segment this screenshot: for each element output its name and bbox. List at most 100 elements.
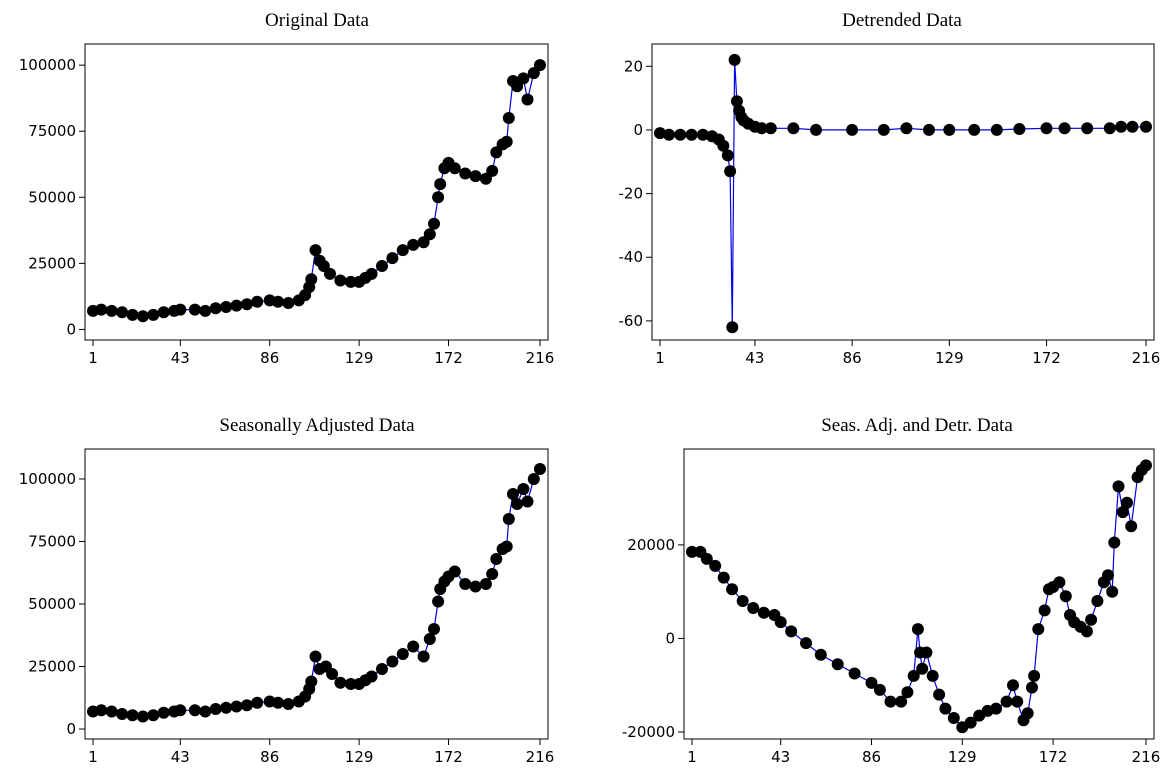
x-tick-label: 43: [745, 349, 764, 367]
data-point: [521, 93, 534, 106]
data-point: [757, 606, 770, 619]
data-point: [105, 304, 118, 317]
data-point: [1102, 569, 1114, 582]
data-point: [126, 308, 139, 321]
y-tick-label: 25000: [28, 658, 76, 676]
x-axis: 1 43 86 129 172 216: [88, 739, 554, 766]
data-point: [1140, 459, 1152, 472]
data-point: [728, 53, 741, 66]
x-tick-label: 86: [260, 349, 279, 367]
y-tick-label: 50000: [28, 595, 76, 613]
data-point: [785, 625, 798, 638]
data-point: [502, 112, 515, 124]
data-point: [873, 683, 886, 696]
data-point: [305, 675, 318, 688]
data-point: [469, 170, 482, 183]
plot-frame: [84, 448, 549, 740]
y-axis: -20000 0 20000: [622, 536, 684, 741]
data-point: [527, 473, 540, 485]
data-point: [188, 303, 201, 316]
x-tick-label: 1: [88, 349, 98, 367]
data-point: [136, 310, 149, 323]
data-point: [486, 568, 499, 580]
data-point: [251, 696, 264, 709]
y-tick-label: 100000: [19, 56, 76, 74]
data-point: [272, 696, 284, 709]
data-point: [964, 716, 977, 729]
data-point: [376, 260, 388, 272]
data-point: [230, 700, 243, 713]
data-point: [199, 304, 212, 317]
data-point: [726, 321, 739, 334]
data-point: [848, 667, 861, 680]
data-point: [448, 162, 461, 175]
data-point: [1108, 536, 1121, 549]
data-point: [386, 655, 399, 668]
y-axis: 0 25000 50000 75000 100000: [19, 470, 85, 738]
data-point: [831, 658, 844, 671]
data-point: [1103, 122, 1116, 135]
data-point: [199, 705, 212, 718]
data-point: [877, 123, 890, 136]
data-point: [1032, 623, 1045, 636]
data-points: [686, 459, 1152, 734]
data-point: [407, 640, 420, 653]
x-tick-label: 129: [345, 349, 374, 367]
data-point: [1040, 122, 1053, 135]
data-point: [428, 623, 440, 635]
data-points: [87, 59, 546, 323]
data-point: [1026, 681, 1038, 694]
data-point: [933, 688, 946, 701]
plot-frame: [84, 43, 549, 341]
data-point: [459, 167, 472, 180]
panel-original-data: Original Data 1 43 86 129 172 216 0 25000 50000…: [19, 10, 555, 367]
data-point: [911, 623, 924, 636]
data-point: [407, 238, 420, 251]
x-tick-label: 1: [655, 349, 665, 367]
data-point: [95, 303, 108, 316]
data-point: [674, 128, 687, 141]
data-point: [428, 217, 440, 230]
data-point: [1053, 576, 1066, 589]
data-point: [534, 59, 546, 72]
x-tick-label: 43: [171, 748, 190, 766]
data-point: [1021, 707, 1034, 720]
data-point: [1091, 595, 1104, 607]
data-point: [240, 699, 253, 712]
data-point: [926, 669, 939, 682]
x-axis: 1 43 86 129 172 216: [88, 340, 554, 367]
data-point: [1112, 480, 1125, 493]
data-point: [95, 704, 108, 717]
data-point: [517, 483, 530, 495]
data-point: [511, 498, 524, 510]
chart-title: Seas. Adj. and Detr. Data: [821, 415, 1013, 436]
data-point: [500, 540, 513, 553]
y-tick-label: 100000: [19, 470, 76, 488]
data-point: [396, 244, 409, 257]
panel-seas-adj-detr-data: Seas. Adj. and Detr. Data 1 43 86 129 172 216…: [622, 415, 1160, 766]
data-point: [157, 306, 170, 319]
data-point: [334, 274, 347, 287]
data-point: [696, 128, 709, 141]
data-point: [386, 252, 399, 265]
data-point: [469, 580, 482, 593]
data-point: [105, 705, 118, 718]
data-point: [188, 704, 201, 717]
data-point: [1038, 604, 1051, 617]
data-point: [500, 135, 513, 148]
data-point: [730, 95, 743, 108]
data-point: [432, 595, 445, 608]
data-point: [747, 602, 760, 614]
data-point: [282, 297, 295, 309]
data-point: [884, 695, 897, 708]
data-point: [1007, 679, 1019, 692]
data-point: [901, 686, 914, 699]
x-tick-label: 129: [935, 349, 964, 367]
y-tick-label: 25000: [28, 254, 76, 272]
y-tick-label: -60: [619, 312, 644, 330]
data-point: [721, 149, 734, 162]
x-tick-label: 216: [1132, 748, 1161, 766]
data-point: [764, 122, 777, 135]
data-point: [1115, 120, 1128, 133]
